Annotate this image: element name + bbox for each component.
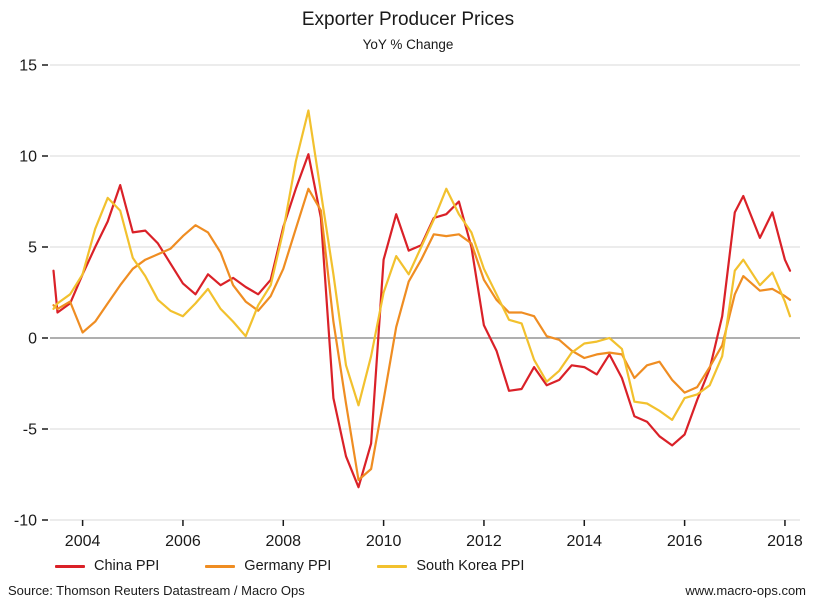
y-tick-label-0: 0 — [28, 331, 37, 348]
chart-footer: Source: Thomson Reuters Datastream / Mac… — [0, 579, 816, 598]
legend-label-south-korea-ppi: South Korea PPI — [416, 558, 525, 574]
legend-swatch-germany-ppi — [205, 564, 236, 568]
y-tick-label--10: -10 — [14, 513, 37, 530]
x-tick-label-2012: 2012 — [466, 533, 502, 550]
chart-legend: China PPI Germany PPI South Korea PPI — [55, 553, 816, 579]
legend-swatch-china-ppi — [55, 564, 85, 568]
series-line-south-korea-ppi — [52, 109, 792, 421]
legend-item-germany-ppi: Germany PPI — [205, 558, 331, 574]
chart-header: Exporter Producer Prices YoY % Change — [0, 0, 816, 53]
y-tick-label--5: -5 — [23, 422, 37, 439]
y-tick-label-15: 15 — [19, 58, 37, 75]
x-tick-label-2008: 2008 — [265, 533, 301, 550]
y-tick-label-5: 5 — [28, 240, 37, 257]
x-tick-label-2004: 2004 — [65, 533, 101, 550]
x-tick-label-2014: 2014 — [566, 533, 602, 550]
series-line-china-ppi — [52, 153, 792, 489]
ppi-line-chart: -10 -5 0 5 10 15 2004 2006 2008 2010 2012 2014 2016 2… — [14, 58, 803, 551]
series-line-germany-ppi — [52, 187, 792, 482]
x-tick-label-2010: 2010 — [366, 533, 402, 550]
legend-swatch-south-korea-ppi — [377, 564, 408, 568]
legend-item-china-ppi: China PPI — [55, 558, 159, 574]
source-attribution: Source: Thomson Reuters Datastream / Mac… — [8, 583, 305, 598]
legend-label-china-ppi: China PPI — [94, 558, 160, 574]
chart-title: Exporter Producer Prices — [301, 9, 515, 30]
legend-label-germany-ppi: Germany PPI — [244, 558, 332, 574]
website-url: www.macro-ops.com — [685, 583, 806, 598]
x-tick-label-2016: 2016 — [667, 533, 703, 550]
legend-item-south-korea-ppi: South Korea PPI — [377, 558, 524, 574]
y-tick-label-10: 10 — [19, 149, 37, 166]
x-tick-label-2018: 2018 — [767, 533, 803, 550]
chart-subtitle: YoY % Change — [362, 37, 454, 52]
x-tick-label-2006: 2006 — [165, 533, 201, 550]
